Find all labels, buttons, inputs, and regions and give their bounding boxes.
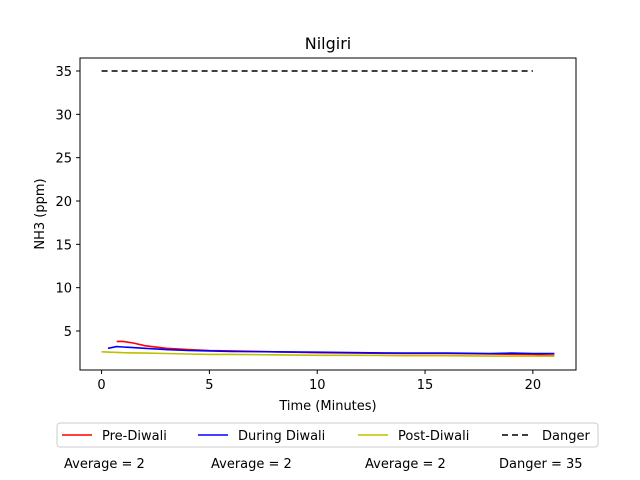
legend-items: Pre-Diwali During Diwali Post-Diwali Danger <box>62 429 590 444</box>
y-tick-label: 15 <box>55 238 72 253</box>
annotation-text: Average = 2 <box>365 457 446 472</box>
x-axis-ticks: 0 5 10 15 20 <box>97 370 541 393</box>
chart-title: Nilgiri <box>305 34 351 53</box>
y-tick-label: 20 <box>55 195 72 210</box>
legend-label-danger: Danger <box>542 429 590 444</box>
y-axis-ticks: 5 10 15 20 25 30 35 <box>55 65 80 340</box>
y-tick-label: 5 <box>64 325 72 340</box>
series-line-during-diwali <box>107 345 555 355</box>
y-tick-label: 10 <box>55 282 72 297</box>
x-tick-label: 0 <box>97 378 105 393</box>
legend-label-during-diwali: During Diwali <box>238 429 325 444</box>
x-tick-label: 5 <box>205 378 213 393</box>
annotation-text: Average = 2 <box>211 457 292 472</box>
legend: Pre-Diwali During Diwali Post-Diwali Danger <box>56 422 599 448</box>
series-line-post-diwali <box>101 351 555 357</box>
x-tick-label: 15 <box>417 378 434 393</box>
x-tick-label: 10 <box>309 378 326 393</box>
y-tick-label: 35 <box>55 65 72 80</box>
legend-frame <box>56 422 599 448</box>
legend-label-post-diwali: Post-Diwali <box>398 429 469 444</box>
y-tick-label: 30 <box>55 108 72 123</box>
x-tick-label: 20 <box>525 378 542 393</box>
plot-area-frame <box>79 57 577 371</box>
legend-label-pre-diwali: Pre-Diwali <box>102 429 167 444</box>
annotation-text: Danger = 35 <box>499 457 583 472</box>
annotation-text: Average = 2 <box>64 457 145 472</box>
x-axis-label: Time (Minutes) <box>278 399 376 414</box>
y-tick-label: 25 <box>55 152 72 167</box>
average-annotations: Average = 2 Average = 2 Average = 2 Danger … <box>64 457 583 472</box>
series-layer <box>101 70 555 357</box>
y-axis-label: NH3 (ppm) <box>33 178 48 249</box>
